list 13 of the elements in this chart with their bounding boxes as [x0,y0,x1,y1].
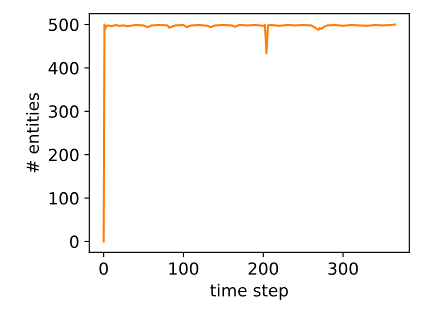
x-tick-label: 300 [328,262,358,275]
x-tick-label: 0 [99,262,108,275]
y-tick-label: 200 [48,148,78,162]
x-tick-label: 100 [169,262,198,275]
y-tick-label: 300 [49,105,78,118]
x-tick-label: 200 [248,262,278,275]
x-axis-title: time step [210,284,288,300]
y-tick-label: 0 [70,235,78,248]
y-axis-title: # entities [26,93,39,172]
line-series [102,24,396,242]
y-tick-label: 100 [50,192,78,205]
y-tick-label: 400 [48,62,78,74]
y-tick-label: 500 [49,18,78,32]
